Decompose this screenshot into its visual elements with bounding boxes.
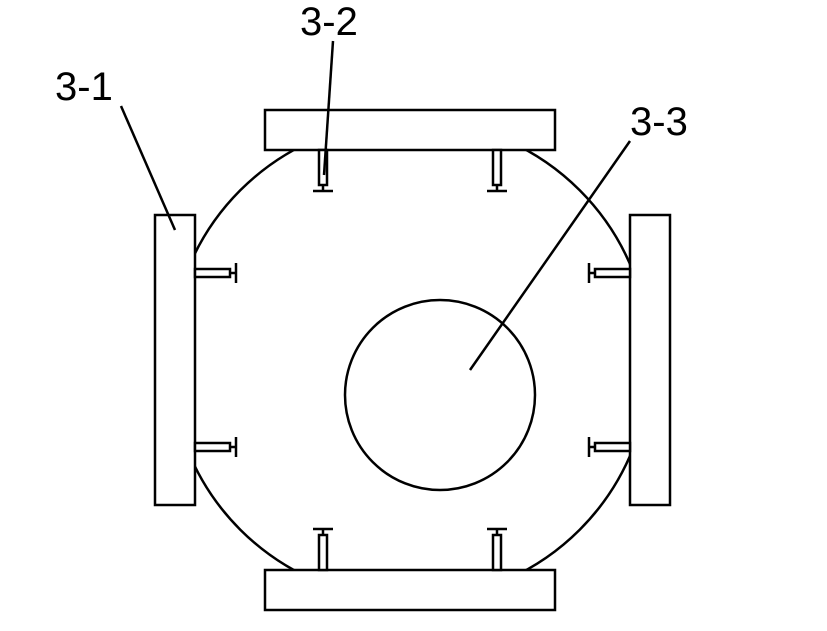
pad-top [265,110,555,150]
callout-label-l32: 3-2 [300,0,358,44]
pad-left [155,215,195,505]
pin-track [493,150,501,185]
pin-track [319,535,327,570]
pad-bottom [265,570,555,610]
center-hole [345,300,535,490]
pin-track [493,535,501,570]
pad-right [630,215,670,505]
leader-line-l31 [121,106,175,230]
main-body-circle [170,120,650,600]
callout-label-l31: 3-1 [55,65,113,109]
pin-track [195,443,230,451]
callout-label-l33: 3-3 [630,100,688,144]
pin-track [595,269,630,277]
leader-line-l32 [324,41,333,175]
pin-track [595,443,630,451]
pin-track [195,269,230,277]
